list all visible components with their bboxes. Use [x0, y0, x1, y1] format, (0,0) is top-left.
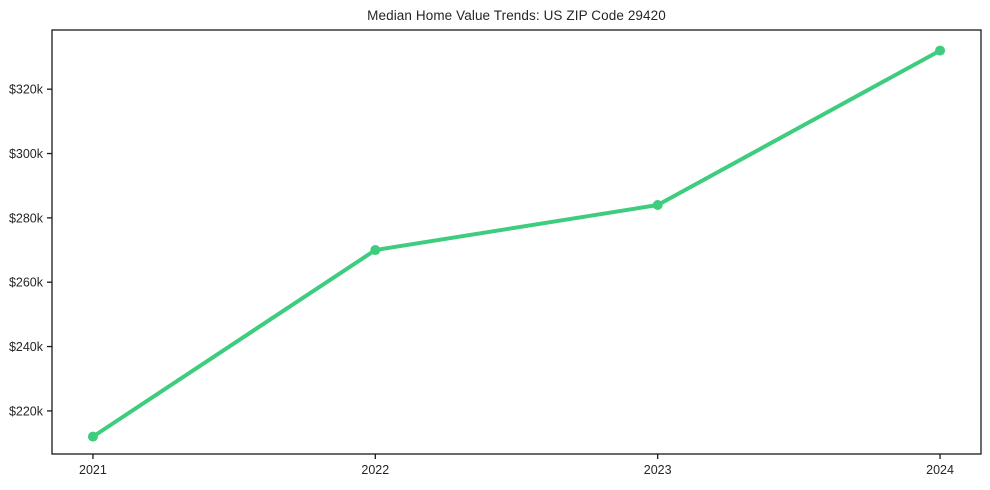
- x-tick-label: 2023: [644, 463, 672, 477]
- x-tick-label: 2024: [926, 463, 954, 477]
- y-tick-label: $300k: [9, 147, 44, 161]
- y-tick-label: $320k: [9, 83, 44, 97]
- trend-line: [90, 48, 943, 439]
- y-tick-label: $260k: [9, 276, 44, 290]
- y-tick-label: $280k: [9, 211, 44, 225]
- data-point-marker: [935, 45, 946, 56]
- y-tick-label: $220k: [9, 404, 44, 418]
- y-tick-label: $240k: [9, 340, 44, 354]
- x-tick-label: 2022: [361, 463, 389, 477]
- data-point-marker: [370, 245, 381, 256]
- plot-border: [51, 29, 982, 455]
- data-point-marker: [87, 431, 98, 442]
- chart-title: Median Home Value Trends: US ZIP Code 29…: [367, 8, 666, 23]
- data-point-marker: [652, 200, 663, 211]
- x-tick-label: 2021: [79, 463, 107, 477]
